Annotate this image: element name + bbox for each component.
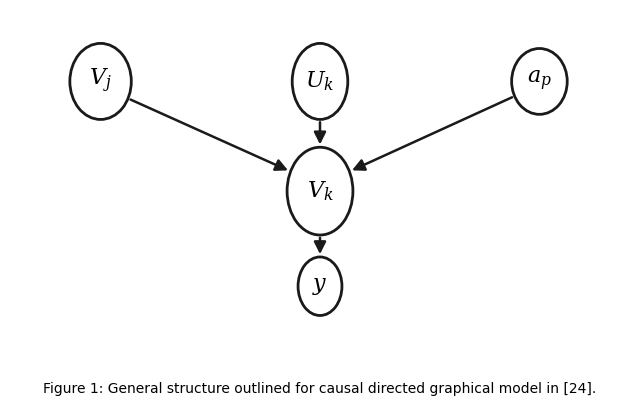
Ellipse shape	[511, 48, 567, 114]
Text: $V_k$: $V_k$	[307, 179, 333, 203]
Ellipse shape	[292, 43, 348, 120]
Text: $V_j$: $V_j$	[89, 67, 112, 95]
Text: $y$: $y$	[312, 276, 328, 297]
Ellipse shape	[287, 147, 353, 235]
Text: Figure 1: General structure outlined for causal directed graphical model in [24]: Figure 1: General structure outlined for…	[44, 382, 596, 396]
Text: $U_k$: $U_k$	[305, 69, 335, 93]
Text: $a_p$: $a_p$	[527, 69, 552, 93]
Ellipse shape	[70, 43, 131, 120]
Ellipse shape	[298, 257, 342, 316]
